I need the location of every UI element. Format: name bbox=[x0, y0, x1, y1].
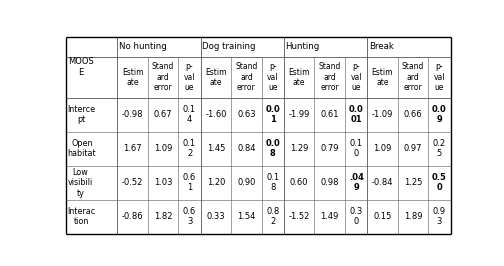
Text: 0.98: 0.98 bbox=[321, 178, 339, 187]
Text: 0.8
2: 0.8 2 bbox=[266, 207, 279, 226]
Text: No hunting: No hunting bbox=[119, 42, 167, 51]
Text: Interac
tion: Interac tion bbox=[68, 207, 96, 226]
Text: -0.98: -0.98 bbox=[122, 110, 144, 119]
Text: Stand
ard
error: Stand ard error bbox=[152, 63, 174, 92]
Text: 0.97: 0.97 bbox=[404, 144, 422, 153]
Text: -0.86: -0.86 bbox=[122, 212, 144, 221]
Text: 1.49: 1.49 bbox=[321, 212, 339, 221]
Text: 0.0
1: 0.0 1 bbox=[266, 105, 280, 124]
Text: 0.9
3: 0.9 3 bbox=[433, 207, 446, 226]
Text: 1.29: 1.29 bbox=[290, 144, 308, 153]
Text: 0.6
3: 0.6 3 bbox=[183, 207, 196, 226]
Text: 0.66: 0.66 bbox=[404, 110, 422, 119]
Text: -0.52: -0.52 bbox=[122, 178, 143, 187]
Text: Low
visibili
ty: Low visibili ty bbox=[68, 168, 93, 198]
Text: 0.1
8: 0.1 8 bbox=[266, 173, 279, 192]
Text: 1.45: 1.45 bbox=[207, 144, 225, 153]
Text: 0.2
5: 0.2 5 bbox=[433, 139, 446, 158]
Text: 0.1
4: 0.1 4 bbox=[183, 105, 196, 124]
Text: 0.79: 0.79 bbox=[321, 144, 339, 153]
Text: Stand
ard
error: Stand ard error bbox=[319, 63, 341, 92]
Text: 0.3
0: 0.3 0 bbox=[349, 207, 363, 226]
Text: 0.1
2: 0.1 2 bbox=[183, 139, 196, 158]
Text: Stand
ard
error: Stand ard error bbox=[235, 63, 258, 92]
Text: Estim
ate: Estim ate bbox=[288, 68, 310, 87]
Text: Estim
ate: Estim ate bbox=[205, 68, 227, 87]
Text: 1.67: 1.67 bbox=[123, 144, 142, 153]
Text: Estim
ate: Estim ate bbox=[372, 68, 393, 87]
Text: 1.09: 1.09 bbox=[373, 144, 392, 153]
Text: 1.54: 1.54 bbox=[237, 212, 256, 221]
Text: MOOS
E: MOOS E bbox=[68, 57, 93, 77]
Text: 0.6
1: 0.6 1 bbox=[183, 173, 196, 192]
Text: 0.61: 0.61 bbox=[321, 110, 339, 119]
Text: 0.67: 0.67 bbox=[154, 110, 172, 119]
Text: 1.82: 1.82 bbox=[154, 212, 172, 221]
Text: Dog training: Dog training bbox=[202, 42, 256, 51]
Text: 1.25: 1.25 bbox=[404, 178, 422, 187]
Text: p-
val
ue: p- val ue bbox=[184, 63, 195, 92]
Text: -1.52: -1.52 bbox=[288, 212, 310, 221]
Text: p-
val
ue: p- val ue bbox=[433, 63, 445, 92]
Text: 0.90: 0.90 bbox=[237, 178, 256, 187]
Text: 0.5
0: 0.5 0 bbox=[432, 173, 447, 192]
Text: -1.09: -1.09 bbox=[372, 110, 393, 119]
Text: Estim
ate: Estim ate bbox=[122, 68, 144, 87]
Text: -0.84: -0.84 bbox=[372, 178, 393, 187]
Text: 0.63: 0.63 bbox=[237, 110, 256, 119]
Text: 0.0
9: 0.0 9 bbox=[432, 105, 447, 124]
Text: 0.60: 0.60 bbox=[290, 178, 308, 187]
Text: Stand
ard
error: Stand ard error bbox=[402, 63, 424, 92]
Text: .04
9: .04 9 bbox=[349, 173, 363, 192]
Text: 0.0
01: 0.0 01 bbox=[349, 105, 363, 124]
Text: 0.0
8: 0.0 8 bbox=[266, 139, 280, 158]
Text: p-
val
ue: p- val ue bbox=[267, 63, 279, 92]
Text: 0.33: 0.33 bbox=[207, 212, 225, 221]
Text: -1.60: -1.60 bbox=[205, 110, 227, 119]
Text: 1.20: 1.20 bbox=[207, 178, 225, 187]
Text: Break: Break bbox=[369, 42, 394, 51]
Text: -1.99: -1.99 bbox=[288, 110, 310, 119]
Text: 1.09: 1.09 bbox=[154, 144, 172, 153]
Text: Open
habitat: Open habitat bbox=[68, 139, 96, 158]
Text: Hunting: Hunting bbox=[285, 42, 320, 51]
Text: 0.15: 0.15 bbox=[373, 212, 392, 221]
Text: 1.03: 1.03 bbox=[154, 178, 172, 187]
Text: 0.84: 0.84 bbox=[237, 144, 256, 153]
Text: 1.89: 1.89 bbox=[404, 212, 422, 221]
Text: Interce
pt: Interce pt bbox=[68, 105, 96, 124]
Text: p-
val
ue: p- val ue bbox=[350, 63, 362, 92]
Text: 0.1
0: 0.1 0 bbox=[349, 139, 363, 158]
